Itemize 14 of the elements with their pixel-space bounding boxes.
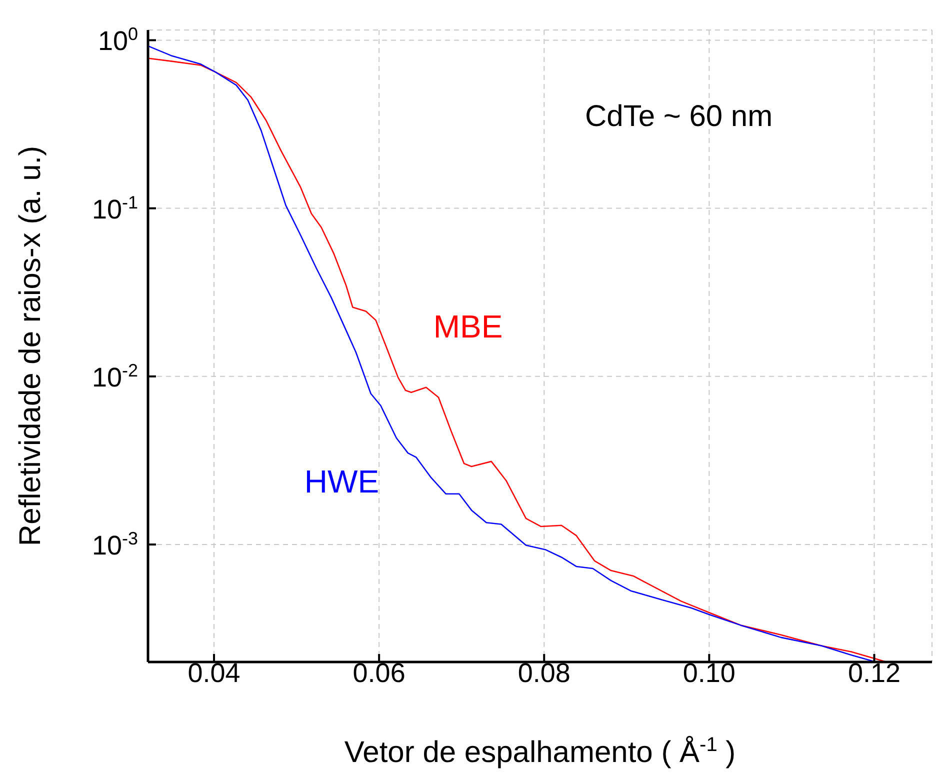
x-tick-label: 0.06 (352, 658, 406, 688)
x-tick-label: 0.08 (518, 658, 570, 688)
x-tick-label: 0.10 (682, 658, 736, 688)
x-axis-title: Vetor de espalhamento ( Å$^{-1}$ ) (344, 734, 736, 769)
y-tick-label: 10$^{-1}$ (92, 192, 138, 224)
x-tick-label: 0.12 (848, 658, 901, 688)
y-tick-label: 10$^{-2}$ (92, 360, 138, 392)
series-label: HWE (304, 464, 380, 500)
series-label: MBE (433, 308, 503, 344)
x-tick-label: 0.04 (188, 658, 240, 688)
annotation: CdTe ~ 60 nm (585, 100, 773, 134)
y-axis-title: Refletividade de raios-x (a. u.) (14, 146, 47, 546)
y-tick-label: 10$^{0}$ (98, 24, 138, 56)
y-tick-label: 10$^{-3}$ (92, 528, 138, 561)
